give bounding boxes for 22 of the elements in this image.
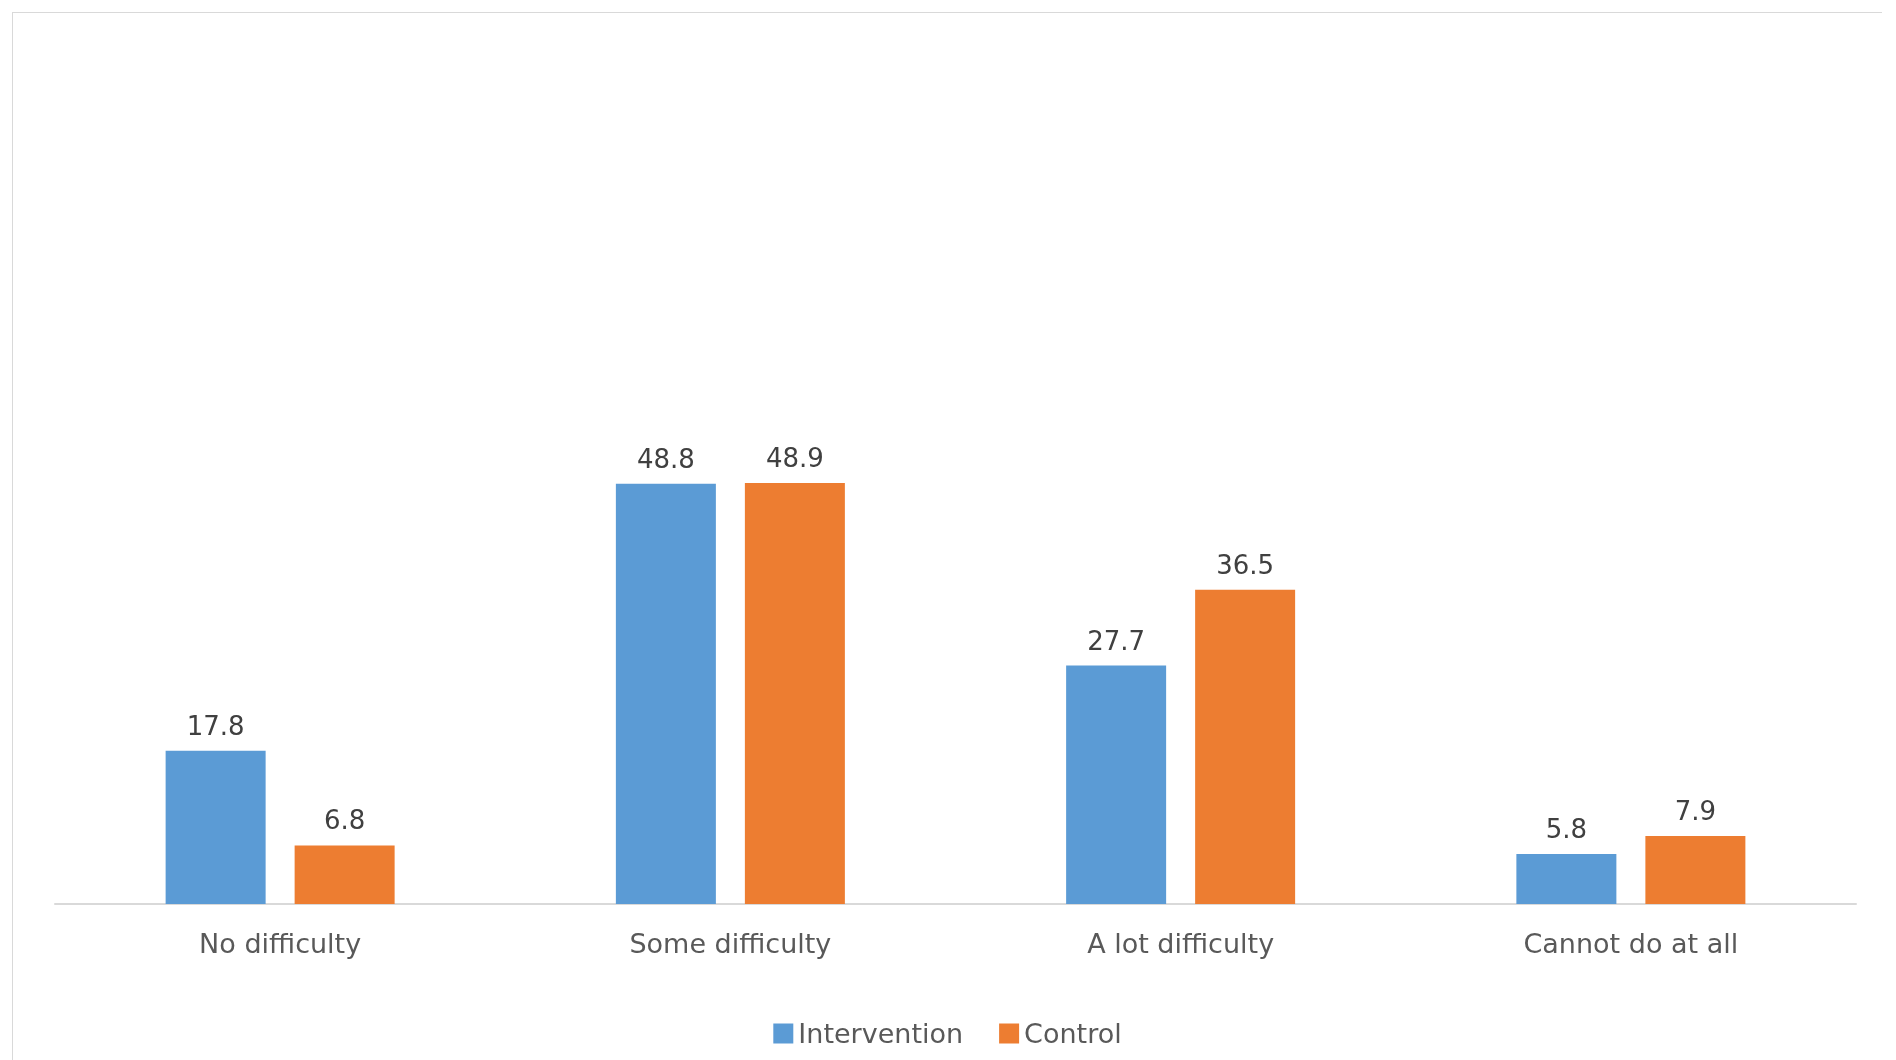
bar: [1195, 589, 1296, 904]
bar: [294, 845, 395, 904]
x-tick-label: Cannot do at all: [1523, 928, 1739, 959]
legend-label: Control: [1024, 1018, 1122, 1049]
bar: [1645, 835, 1746, 904]
bar: [165, 750, 266, 904]
legend-label: Intervention: [798, 1018, 964, 1049]
data-label: 7.9: [1674, 795, 1717, 826]
bar: [615, 483, 716, 904]
x-tick-label: A lot difficulty: [1087, 928, 1275, 959]
data-label: 6.8: [323, 805, 366, 836]
data-label: 48.8: [636, 443, 695, 474]
data-label: 17.8: [186, 710, 245, 741]
data-label: 48.9: [765, 443, 824, 473]
x-tick-label: Some difficulty: [629, 928, 832, 959]
bar: [744, 483, 845, 904]
x-tick-label: No difficulty: [199, 928, 362, 959]
data-label: 27.7: [1087, 625, 1146, 656]
data-label: 5.8: [1545, 814, 1588, 845]
bar: [1516, 854, 1617, 904]
bar: [1066, 665, 1167, 904]
data-label: 36.5: [1216, 549, 1275, 580]
